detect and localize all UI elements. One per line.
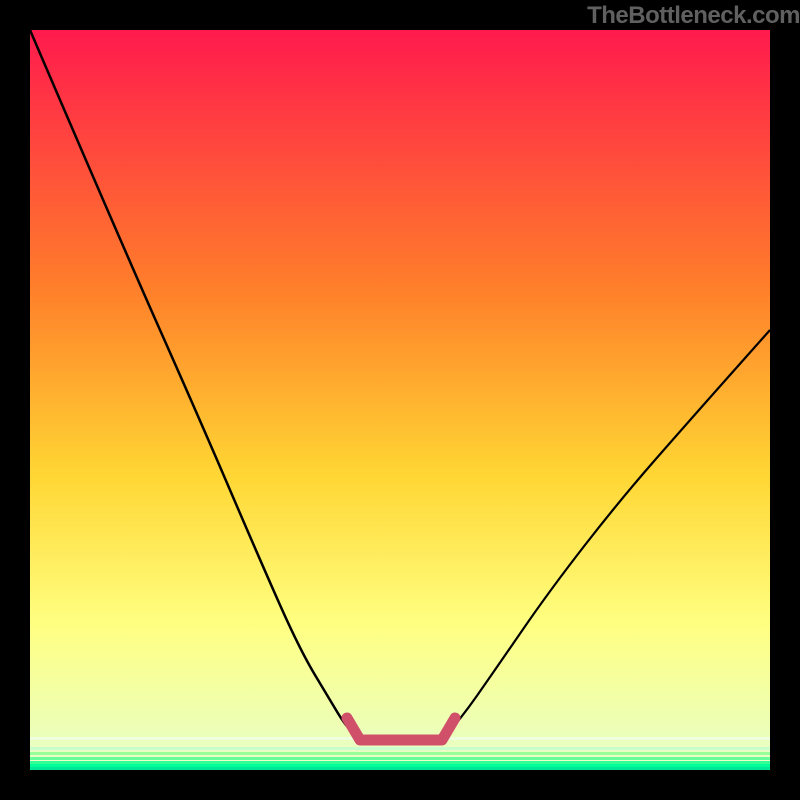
gradient-strip (30, 737, 770, 740)
gradient-strip (30, 752, 770, 755)
gradient-strip (30, 747, 770, 750)
plot-area (30, 30, 770, 770)
gradient-strip (30, 757, 770, 760)
chart-container: TheBottleneck.com (0, 0, 800, 800)
gradient-strip (30, 767, 770, 770)
watermark-text: TheBottleneck.com (587, 2, 800, 30)
